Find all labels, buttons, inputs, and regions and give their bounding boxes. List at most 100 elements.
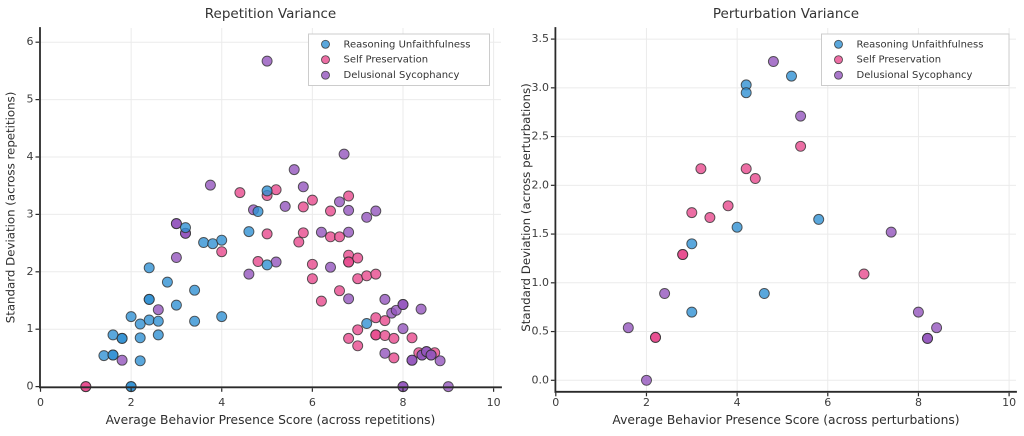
y-axis-label: Standard Deviation (across repetitions) bbox=[4, 92, 18, 324]
scatter-point bbox=[767, 56, 779, 67]
spines bbox=[554, 27, 1017, 393]
x-axis-label: Average Behavior Presence Score (across … bbox=[612, 413, 959, 427]
scatter-point bbox=[306, 258, 318, 270]
scatter-point bbox=[740, 163, 752, 175]
scatter-point bbox=[379, 293, 391, 305]
gridlines bbox=[555, 28, 1016, 392]
y-tick-label: 1 bbox=[27, 322, 34, 335]
x-tick-label: 10 bbox=[487, 396, 501, 409]
scatter-point bbox=[161, 276, 173, 288]
scatter-point bbox=[297, 181, 309, 193]
scatter-point bbox=[170, 299, 182, 311]
scatter-point bbox=[243, 268, 255, 280]
scatter-point bbox=[134, 332, 146, 344]
scatter-point bbox=[134, 318, 146, 330]
scatter-point bbox=[786, 70, 797, 82]
scatter-point bbox=[361, 211, 373, 223]
subplot-repetition: 0 2 4 6 8 10 0 1 2 3 4 5 6 Repetition Variance Average… bbox=[4, 6, 502, 427]
scatter-point bbox=[722, 200, 734, 212]
legend: Reasoning Unfaithfulness Self Preservatio… bbox=[821, 33, 1010, 86]
scatter-point bbox=[813, 213, 825, 225]
tick-labels: 0 2 4 6 8 10 0.0 0.5 1.0 1.5 2.0 2.5 3.0 3.5 bbox=[532, 32, 1017, 409]
scatter-point bbox=[279, 200, 291, 212]
scatter-point bbox=[116, 354, 128, 366]
scatter-points bbox=[80, 55, 454, 393]
scatter-point bbox=[704, 212, 716, 223]
scatter-point bbox=[749, 173, 761, 184]
scatter-point bbox=[795, 140, 807, 152]
x-tick-label: 4 bbox=[218, 396, 225, 409]
legend-label: Self Preservation bbox=[857, 55, 942, 66]
scatter-point bbox=[352, 273, 364, 285]
y-axis-label: Standard Deviation (across perturbations… bbox=[519, 83, 533, 331]
scatter-point bbox=[686, 238, 698, 250]
legend-box bbox=[308, 33, 490, 86]
scatter-point bbox=[152, 304, 164, 316]
scatter-point bbox=[659, 288, 671, 299]
scatter-point bbox=[361, 318, 373, 329]
legend-label: Reasoning Unfaithfulness bbox=[857, 39, 984, 50]
scatter-point bbox=[622, 322, 634, 334]
scatter-point bbox=[795, 110, 807, 122]
y-tick-label: 5 bbox=[27, 93, 34, 106]
x-tick-label: 0 bbox=[37, 396, 44, 409]
series-delusional-sycophancy bbox=[116, 55, 454, 393]
scatter-point bbox=[695, 163, 707, 175]
scatter-point bbox=[731, 221, 743, 233]
scatter-point bbox=[406, 354, 418, 366]
legend-marker bbox=[321, 55, 330, 65]
scatter-point bbox=[388, 352, 400, 364]
scatter-point bbox=[885, 226, 897, 238]
scatter-point bbox=[252, 206, 264, 217]
y-tick-label: 3.5 bbox=[532, 32, 550, 45]
series-reasoning-unfaithfulness bbox=[686, 70, 825, 318]
scatter-point bbox=[261, 259, 273, 271]
scatter-point bbox=[397, 323, 409, 335]
y-tick-label: 1.0 bbox=[532, 276, 550, 289]
scatter-point bbox=[270, 256, 282, 268]
scatter-point bbox=[677, 249, 689, 260]
scatter-point bbox=[116, 332, 128, 344]
legend-entry: Reasoning Unfaithfulness bbox=[321, 39, 470, 50]
legend-marker bbox=[834, 70, 843, 80]
scatter-point bbox=[343, 332, 355, 344]
legend-marker bbox=[834, 55, 843, 65]
scatter-point bbox=[143, 293, 155, 305]
x-tick-label: 4 bbox=[734, 396, 741, 409]
scatter-point bbox=[343, 293, 355, 305]
scatter-point bbox=[686, 306, 698, 318]
legend-label: Self Preservation bbox=[344, 55, 429, 66]
scatter-point bbox=[261, 55, 273, 67]
scatter-point bbox=[243, 226, 255, 238]
scatter-point bbox=[107, 349, 119, 361]
scatter-point bbox=[325, 231, 336, 243]
y-tick-label: 1.5 bbox=[532, 227, 550, 240]
scatter-point bbox=[234, 187, 246, 199]
scatter-point bbox=[198, 237, 210, 248]
scatter-point bbox=[98, 350, 110, 362]
y-tick-label: 4 bbox=[27, 150, 34, 163]
scatter-point bbox=[650, 331, 661, 343]
scatter-point bbox=[425, 349, 437, 361]
scatter-point bbox=[216, 311, 228, 323]
tick-labels: 0 2 4 6 8 10 0 1 2 3 4 5 6 bbox=[27, 35, 501, 409]
scatter-point bbox=[270, 184, 282, 196]
scatter-point bbox=[352, 340, 364, 352]
scatter-point bbox=[107, 329, 119, 341]
x-tick-label: 10 bbox=[1002, 396, 1016, 409]
scatter-point bbox=[338, 148, 350, 160]
scatter-point bbox=[325, 261, 336, 273]
series-delusional-sycophancy bbox=[622, 56, 943, 386]
scatter-point bbox=[370, 312, 382, 324]
scatter-point bbox=[370, 268, 382, 280]
scatter-point bbox=[297, 227, 309, 239]
scatter-point bbox=[261, 185, 273, 197]
scatter-point bbox=[306, 273, 318, 285]
y-tick-label: 3 bbox=[27, 207, 34, 220]
scatter-point bbox=[170, 252, 182, 263]
scatter-point bbox=[361, 270, 373, 282]
chart-title: Perturbation Variance bbox=[713, 6, 859, 22]
scatter-point bbox=[189, 284, 201, 296]
